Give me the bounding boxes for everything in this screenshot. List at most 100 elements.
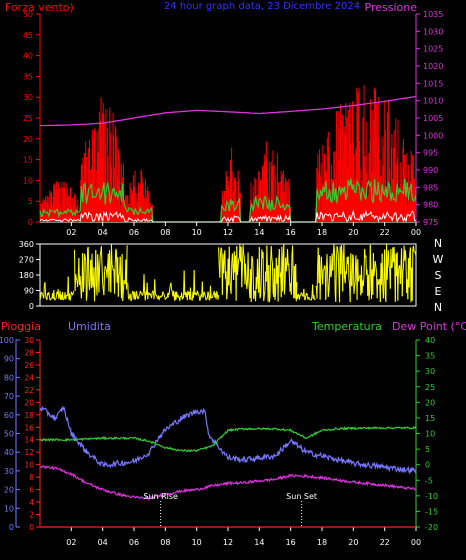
wind-direction-segment bbox=[321, 257, 322, 273]
rain-y-tick-label: 16 bbox=[24, 423, 34, 432]
wind-direction-segment bbox=[55, 299, 56, 300]
wind-direction-segment bbox=[80, 276, 81, 287]
humidity-y-tick-label: 10 bbox=[4, 504, 14, 513]
wind-direction-segment bbox=[200, 299, 201, 301]
wind-direction-segment bbox=[231, 263, 232, 294]
panel3-x-tick-label: 20 bbox=[348, 538, 358, 547]
wind-direction-segment bbox=[345, 271, 346, 283]
wind-y-tick-label: 0 bbox=[28, 218, 33, 227]
wind-direction-segment bbox=[209, 294, 210, 300]
wind-direction-segment bbox=[120, 257, 121, 279]
wind-direction-segment bbox=[81, 287, 82, 299]
wind-direction-segment bbox=[107, 264, 108, 277]
humidity-y-tick-label: 60 bbox=[4, 411, 14, 420]
wind-direction-segment bbox=[248, 252, 249, 277]
wind-direction-segment bbox=[246, 264, 247, 279]
panel1-x-tick-label: 08 bbox=[160, 228, 170, 237]
wind-direction-segment bbox=[288, 249, 289, 265]
panel1-x-tick-label: 16 bbox=[286, 228, 296, 237]
wind-direction-segment bbox=[310, 299, 311, 300]
wind-direction-segment bbox=[76, 274, 77, 278]
direction-y-tick-label: 0 bbox=[29, 302, 34, 311]
wind-direction-segment bbox=[275, 293, 276, 300]
compass-label-n: N bbox=[434, 301, 442, 314]
wind-direction-segment bbox=[90, 278, 91, 290]
wind-direction-segment bbox=[170, 285, 171, 289]
panel3-x-tick-label: 02 bbox=[66, 538, 76, 547]
humidity-y-tick-label: 0 bbox=[9, 523, 14, 532]
wind-y-tick-label: 45 bbox=[23, 31, 33, 40]
wind-direction-segment bbox=[383, 277, 384, 298]
wind-direction-segment bbox=[159, 297, 160, 300]
wind-direction-segment bbox=[163, 292, 164, 293]
wind-direction-segment bbox=[86, 295, 87, 301]
wind-direction-segment bbox=[264, 295, 265, 301]
wind-direction-segment bbox=[334, 244, 335, 252]
wind-direction-segment bbox=[172, 290, 173, 291]
wind-direction-segment bbox=[388, 250, 389, 266]
wind-direction-segment bbox=[115, 263, 116, 293]
wind-direction-segment bbox=[130, 294, 131, 301]
wind-direction-segment bbox=[328, 290, 329, 296]
wind-direction-segment bbox=[203, 295, 204, 297]
wind-direction-segment bbox=[184, 271, 185, 295]
wind-direction-segment bbox=[96, 250, 97, 282]
wind-direction-segment bbox=[59, 296, 60, 299]
wind-direction-segment bbox=[402, 273, 403, 297]
wind-direction-segment bbox=[365, 249, 366, 257]
humidity-y-tick-label: 100 bbox=[0, 336, 14, 345]
pressure-y-tick-label: 1030 bbox=[423, 27, 443, 36]
wind-direction-segment bbox=[336, 246, 337, 262]
wind-direction-segment bbox=[51, 298, 52, 299]
wind-direction-segment bbox=[169, 289, 170, 295]
wind-direction-segment bbox=[153, 291, 154, 292]
wind-direction-segment bbox=[358, 277, 359, 281]
wind-direction-segment bbox=[119, 274, 120, 275]
wind-direction-segment bbox=[84, 254, 85, 286]
wind-direction-segment bbox=[252, 256, 253, 258]
wind-direction-segment bbox=[272, 258, 273, 264]
rain-y-tick-label: 6 bbox=[29, 486, 34, 495]
wind-direction-segment bbox=[129, 296, 130, 300]
rain-y-tick-label: 30 bbox=[24, 336, 34, 345]
wind-direction-segment bbox=[229, 247, 230, 280]
wind-direction-segment bbox=[83, 253, 84, 292]
wind-direction-segment bbox=[331, 275, 332, 277]
rain-y-tick-label: 14 bbox=[24, 436, 34, 445]
wind-direction-segment bbox=[412, 249, 413, 301]
wind-direction-segment bbox=[76, 279, 77, 281]
wind-direction-segment bbox=[131, 294, 132, 301]
wind-direction-segment bbox=[135, 297, 136, 300]
wind-direction-segment bbox=[354, 286, 355, 294]
wind-direction-segment bbox=[387, 260, 388, 280]
wind-direction-segment bbox=[261, 282, 262, 296]
wind-direction-segment bbox=[391, 249, 392, 268]
wind-direction-segment bbox=[330, 256, 331, 277]
wind-direction-segment bbox=[244, 254, 245, 257]
pressure-y-tick-label: 990 bbox=[423, 166, 438, 175]
wind-direction-segment bbox=[118, 275, 119, 297]
temperature-y-tick-label: 30 bbox=[425, 367, 435, 376]
panel3-x-tick-label: 04 bbox=[98, 538, 108, 547]
wind-direction-segment bbox=[213, 294, 214, 295]
pressure-y-tick-label: 1005 bbox=[423, 114, 443, 123]
wind-direction-segment bbox=[370, 245, 371, 270]
panel1-x-tick-label: 20 bbox=[348, 228, 358, 237]
temperature-y-tick-label: -5 bbox=[425, 476, 433, 485]
pressure-y-tick-label: 1025 bbox=[423, 45, 443, 54]
wind-direction-segment bbox=[385, 250, 386, 297]
wind-direction-segment bbox=[220, 254, 221, 278]
pressure-y-tick-label: 1015 bbox=[423, 79, 443, 88]
humidity-axis-title: Umidita bbox=[68, 320, 111, 333]
wind-direction-segment bbox=[272, 264, 273, 292]
wind-direction-segment bbox=[202, 282, 203, 298]
wind-direction-segment bbox=[41, 292, 42, 299]
wind-direction-segment bbox=[71, 292, 72, 294]
wind-direction-segment bbox=[103, 284, 104, 290]
panel3-x-tick-label: 22 bbox=[380, 538, 390, 547]
wind-direction-segment bbox=[259, 247, 260, 298]
wind-direction-segment bbox=[173, 291, 174, 296]
humidity-y-tick-label: 50 bbox=[4, 430, 14, 439]
wind-direction-segment bbox=[317, 268, 318, 299]
